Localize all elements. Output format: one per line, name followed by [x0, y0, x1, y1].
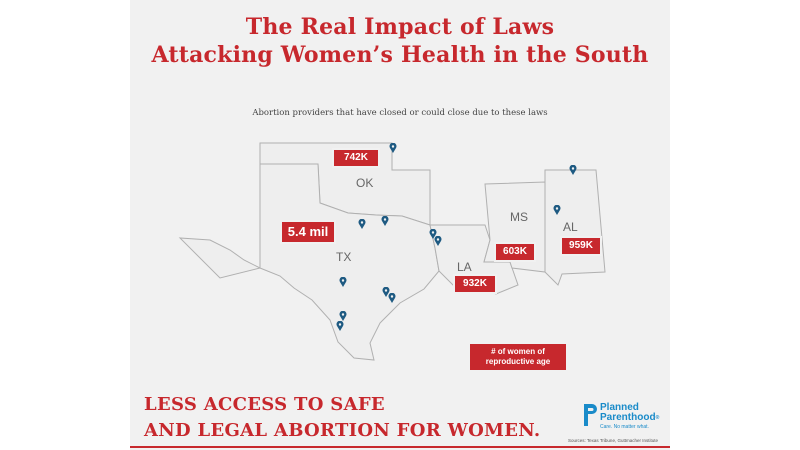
map-pin-icon — [434, 233, 442, 246]
state-alabama — [544, 169, 606, 286]
bottom-rule — [130, 446, 670, 448]
state-label-ok: OK — [356, 176, 374, 190]
headline-line-1: LESS ACCESS TO SAFE — [144, 394, 385, 415]
infographic: The Real Impact of Laws Attacking Women’… — [130, 0, 670, 450]
title-line-1: The Real Impact of Laws — [245, 14, 555, 40]
logo-name: Planned Parenthood® — [600, 403, 659, 423]
logo-name-line-2-text: Parenthood — [600, 412, 656, 423]
map-pin-icon — [339, 308, 347, 321]
map-pin-icon — [381, 213, 389, 226]
title-line-2: Attacking Women’s Health in the South — [151, 42, 649, 68]
badge-la-women: 932K — [455, 276, 495, 292]
badge-tx-women: 5.4 mil — [282, 222, 334, 242]
headline-line-2: AND LEGAL ABORTION FOR WOMEN. — [144, 420, 541, 441]
logo-tagline: Care. No matter what. — [600, 424, 649, 430]
map-pin-icon — [336, 318, 344, 331]
map-pin-icon — [389, 140, 397, 153]
logo-name-line-2: Parenthood® — [600, 413, 659, 423]
state-louisiana — [429, 224, 519, 295]
logo-registered-mark: ® — [655, 415, 660, 421]
map-pin-icon — [388, 290, 396, 303]
state-texas — [178, 163, 440, 361]
state-label-tx: TX — [336, 250, 352, 264]
state-label-al: AL — [563, 220, 578, 234]
map-pin-icon — [358, 216, 366, 229]
subtitle: Abortion providers that have closed or c… — [252, 108, 548, 118]
map-pin-icon — [553, 202, 561, 215]
sources-note: Sources: Texas Tribune, Guttmacher Insti… — [568, 438, 658, 443]
state-label-la: LA — [457, 260, 472, 274]
state-label-ms: MS — [510, 210, 528, 224]
southern-states-map — [178, 142, 606, 361]
legend-box: # of women of reproductive age — [470, 344, 566, 370]
map-pin-icon — [569, 162, 577, 175]
map-pin-icon — [429, 226, 437, 239]
planned-parenthood-logo: Planned Parenthood® Care. No matter what… — [582, 402, 668, 432]
badge-al-women: 959K — [562, 238, 600, 254]
map-pin-icon — [339, 274, 347, 287]
badge-ms-women: 603K — [496, 244, 534, 260]
planned-parenthood-logo-mark — [584, 404, 597, 426]
badge-ok-women: 742K — [334, 150, 378, 166]
map-pin-icon — [382, 284, 390, 297]
logo-name-line-1: Planned — [600, 402, 639, 413]
